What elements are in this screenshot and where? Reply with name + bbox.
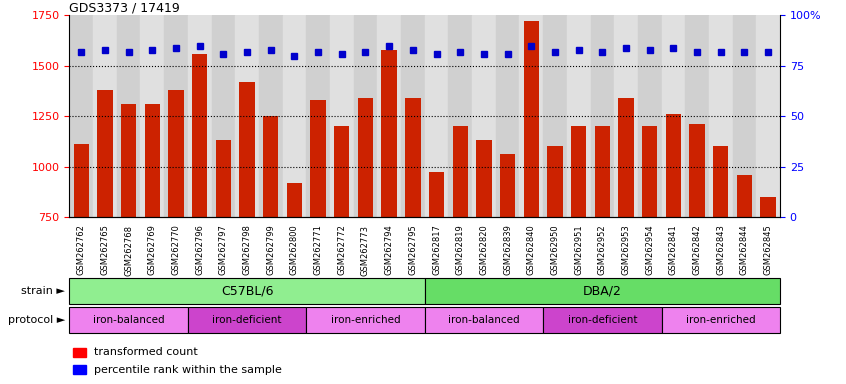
- Bar: [287, 183, 302, 368]
- Bar: [425, 15, 448, 217]
- Bar: [476, 141, 492, 368]
- Bar: [638, 15, 662, 217]
- Bar: [358, 98, 373, 368]
- Text: GDS3373 / 17419: GDS3373 / 17419: [69, 1, 180, 14]
- Bar: [263, 116, 278, 368]
- Bar: [709, 15, 733, 217]
- Bar: [543, 307, 662, 333]
- Text: protocol ►: protocol ►: [8, 314, 65, 325]
- Bar: [666, 114, 681, 368]
- Bar: [93, 15, 117, 217]
- Bar: [425, 278, 780, 304]
- Bar: [662, 307, 780, 333]
- Bar: [453, 126, 468, 368]
- Bar: [591, 15, 614, 217]
- Text: iron-deficient: iron-deficient: [212, 314, 282, 325]
- Bar: [405, 98, 420, 368]
- Text: transformed count: transformed count: [94, 347, 198, 357]
- Text: iron-balanced: iron-balanced: [448, 314, 519, 325]
- Bar: [614, 15, 638, 217]
- Bar: [259, 15, 283, 217]
- Bar: [571, 126, 586, 368]
- Text: C57BL/6: C57BL/6: [221, 285, 273, 297]
- Bar: [239, 82, 255, 368]
- Bar: [737, 175, 752, 368]
- Bar: [429, 172, 444, 368]
- Bar: [73, 365, 85, 374]
- Bar: [164, 15, 188, 217]
- Bar: [761, 197, 776, 368]
- Bar: [756, 15, 780, 217]
- Bar: [121, 104, 136, 368]
- Bar: [401, 15, 425, 217]
- Bar: [689, 124, 705, 368]
- Bar: [354, 15, 377, 217]
- Bar: [642, 126, 657, 368]
- Text: strain ►: strain ►: [21, 286, 65, 296]
- Bar: [377, 15, 401, 217]
- Bar: [73, 348, 85, 356]
- Bar: [306, 307, 425, 333]
- Bar: [519, 15, 543, 217]
- Bar: [496, 15, 519, 217]
- Bar: [524, 22, 539, 368]
- Bar: [713, 146, 728, 368]
- Bar: [618, 98, 634, 368]
- Bar: [140, 15, 164, 217]
- Bar: [97, 90, 113, 368]
- Bar: [685, 15, 709, 217]
- Bar: [69, 307, 188, 333]
- Bar: [188, 307, 306, 333]
- Bar: [145, 104, 160, 368]
- Bar: [212, 15, 235, 217]
- Bar: [595, 126, 610, 368]
- Bar: [472, 15, 496, 217]
- Bar: [382, 50, 397, 368]
- Bar: [547, 146, 563, 368]
- Bar: [448, 15, 472, 217]
- Bar: [69, 15, 93, 217]
- Bar: [74, 144, 89, 368]
- Text: percentile rank within the sample: percentile rank within the sample: [94, 364, 282, 374]
- Bar: [188, 15, 212, 217]
- Bar: [662, 15, 685, 217]
- Bar: [168, 90, 184, 368]
- Bar: [310, 100, 326, 368]
- Bar: [235, 15, 259, 217]
- Bar: [334, 126, 349, 368]
- Bar: [69, 278, 425, 304]
- Text: iron-enriched: iron-enriched: [331, 314, 400, 325]
- Bar: [500, 154, 515, 368]
- Bar: [543, 15, 567, 217]
- Bar: [216, 141, 231, 368]
- Bar: [330, 15, 354, 217]
- Text: DBA/2: DBA/2: [583, 285, 622, 297]
- Bar: [283, 15, 306, 217]
- Text: iron-deficient: iron-deficient: [568, 314, 637, 325]
- Bar: [306, 15, 330, 217]
- Bar: [567, 15, 591, 217]
- Bar: [117, 15, 140, 217]
- Text: iron-enriched: iron-enriched: [686, 314, 755, 325]
- Text: iron-balanced: iron-balanced: [93, 314, 164, 325]
- Bar: [425, 307, 543, 333]
- Bar: [733, 15, 756, 217]
- Bar: [192, 54, 207, 368]
